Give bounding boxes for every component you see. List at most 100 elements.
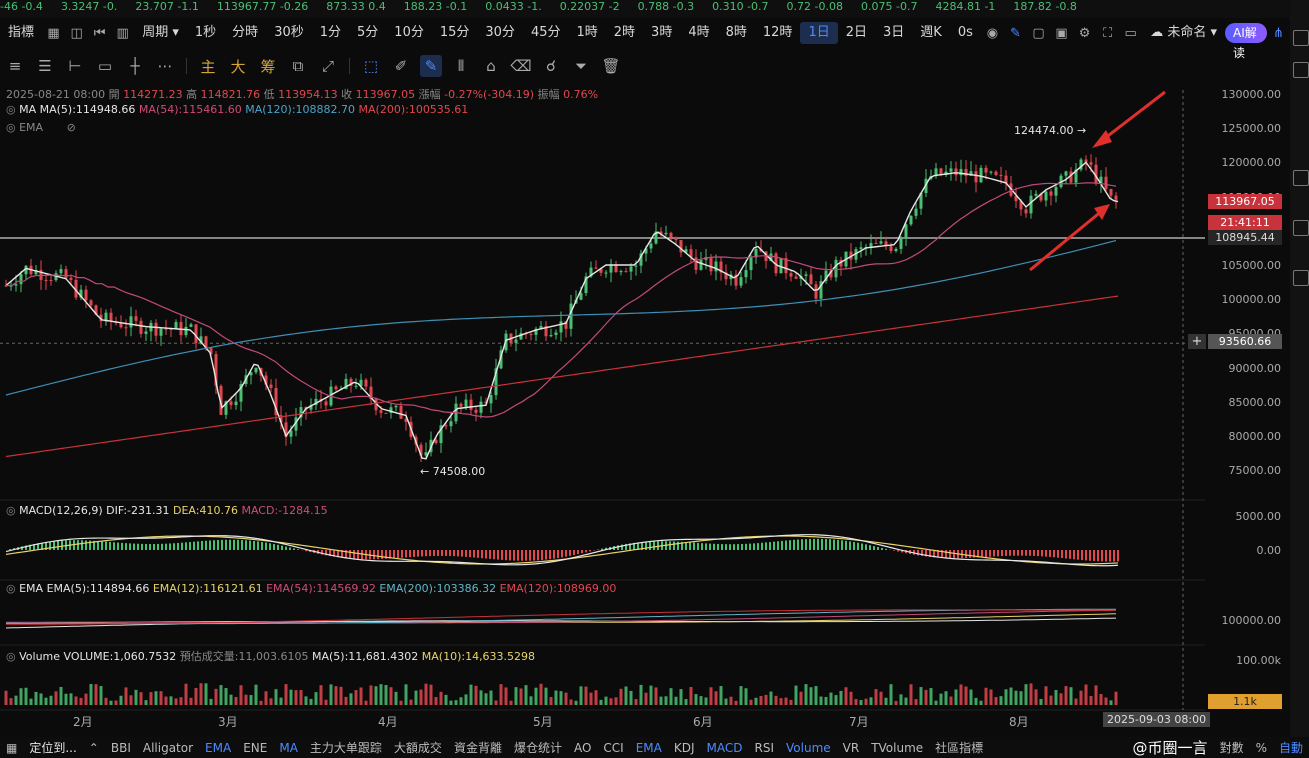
interval-18[interactable]: 週K [920,25,942,40]
interval-0[interactable]: 1秒 [194,25,217,40]
more-icon[interactable]: ⋯ [157,57,173,75]
interval-8[interactable]: 45分 [530,25,561,40]
eye-icon[interactable]: ◎ [6,103,16,116]
alert-icon[interactable] [1293,270,1309,286]
auto-scale-toggle[interactable]: 自動 [1278,741,1303,755]
trash-icon[interactable]: 🗑 [601,57,621,75]
layout-name-dropdown[interactable]: ☁ 未命名 ▾ [1150,25,1218,40]
replay-icon[interactable]: ⏮ [93,25,106,41]
large-order-tool[interactable]: 大 [230,57,246,76]
candles-icon[interactable]: ⫴ [457,57,465,75]
macd-bar [241,540,243,550]
interval-4[interactable]: 5分 [357,25,379,40]
compare-icon[interactable]: ⧉ [292,57,304,75]
interval-16[interactable]: 2日 [845,25,867,40]
interval-10[interactable]: 2時 [613,25,636,40]
chart-type-icon[interactable]: ▥ [116,25,129,41]
indicator-item[interactable]: KDJ [673,741,695,755]
indicator-item[interactable]: Alligator [142,741,194,755]
settings-icon[interactable]: ⚙ [1078,25,1091,41]
eye-icon[interactable]: ◎ [6,650,16,663]
add-alert-icon[interactable]: + [1188,334,1206,349]
indicator-item[interactable]: 爆仓统计 [513,741,562,755]
indicator-button[interactable]: 指標 [8,25,35,40]
square-icon[interactable]: ▢ [1032,25,1045,41]
interval-3[interactable]: 1分 [319,25,342,40]
interval-12[interactable]: 4時 [688,25,710,40]
candle-date: 2025-08-21 08:00 [6,88,106,101]
chip-tool[interactable]: 筹 [260,57,276,76]
interval-13[interactable]: 8時 [725,25,747,40]
rectangle-icon[interactable]: ▭ [97,57,113,75]
share-icon[interactable]: ⋔ [1273,25,1284,41]
calendar-icon[interactable]: ▦ [47,25,60,41]
indicator-item[interactable]: 資金背離 [453,741,502,755]
interval-5[interactable]: 10分 [394,25,424,40]
draw-pen-icon[interactable]: ✎ [420,55,442,77]
save-icon[interactable]: ▣ [1055,25,1068,41]
macd-bar [877,546,879,550]
vertical-line-icon[interactable]: ┼ [130,57,140,75]
ai-interpret-button[interactable]: AI解读 [1225,23,1267,60]
indicator-item[interactable]: EMA [205,741,232,755]
news-icon[interactable] [1293,170,1309,186]
collapse-icon[interactable]: ⌃ [88,740,99,755]
eye-icon[interactable]: ◎ [6,582,16,595]
percent-toggle[interactable]: % [1255,740,1267,755]
indicator-item[interactable]: 主力大单跟踪 [309,741,382,755]
ruler-icon[interactable]: ✐ [394,57,408,75]
camera-icon[interactable]: ◉ [986,25,999,41]
trend-icon[interactable]: ⤢ [321,57,334,75]
macd-bar [721,544,723,550]
eye-icon[interactable]: ◎ [6,504,16,517]
watchlist-icon[interactable] [1293,30,1309,46]
lock-icon[interactable]: ⌂ [486,57,496,75]
indicator-item[interactable]: TVolume [871,741,924,755]
indicator-item[interactable]: EMA [635,741,662,755]
indicator-item[interactable]: Volume [786,741,831,755]
volume-bar [874,689,878,705]
indicator-item[interactable]: 大額成交 [393,741,442,755]
indicator-item[interactable]: MACD [706,741,743,755]
interval-7[interactable]: 30分 [485,25,515,40]
menu-icon[interactable]: ≡ [8,57,22,75]
eraser-icon[interactable]: ⌫ [510,57,532,75]
interval-11[interactable]: 3時 [651,25,673,40]
eye-icon[interactable]: ◎ [6,121,16,134]
interval-2[interactable]: 30秒 [274,25,304,40]
indicator-item[interactable]: AO [573,741,592,755]
magnet-icon[interactable]: ☌ [545,57,557,75]
hidden-eye-icon[interactable]: ⊘ [66,121,76,134]
lines-icon[interactable]: ☰ [38,57,52,75]
layout-icon[interactable]: ◫ [70,25,83,41]
indicator-item[interactable]: VR [842,741,860,755]
fullscreen-icon[interactable]: ⛶ [1103,25,1113,41]
indicator-item[interactable]: BBI [110,741,131,755]
interval-14[interactable]: 12時 [762,25,793,40]
interval-1[interactable]: 分時 [232,25,259,40]
pen-icon[interactable]: ✎ [1009,25,1021,41]
grid-icon[interactable]: ▦ [6,740,18,755]
log-scale-toggle[interactable]: 對數 [1219,741,1244,755]
period-dropdown[interactable]: 周期 ▾ [134,22,187,44]
horizontal-line-icon[interactable]: ⊢ [68,57,82,75]
select-icon[interactable]: ⬚ [363,57,379,75]
indicator-item[interactable]: ENE [243,741,268,755]
filter-icon[interactable]: ⏷ [574,57,587,75]
indicator-item[interactable]: RSI [754,741,775,755]
indicator-item[interactable]: MA [279,741,298,755]
candle [74,279,78,298]
month-label: 5月 [533,715,553,729]
locate-button[interactable]: 定位到... [29,741,77,755]
interval-17[interactable]: 3日 [883,25,905,40]
indicator-item[interactable]: CCI [603,741,624,755]
window-icon[interactable]: ▭ [1124,25,1137,41]
indicator-item[interactable]: 社區指標 [935,741,984,755]
chart-canvas[interactable] [0,80,1285,737]
calc-icon[interactable] [1293,220,1309,236]
interval-9[interactable]: 1時 [576,25,598,40]
main-force-tool[interactable]: 主 [200,57,216,76]
interval-15[interactable]: 1日 [800,22,838,44]
order-icon[interactable] [1293,62,1309,78]
interval-6[interactable]: 15分 [439,25,470,40]
